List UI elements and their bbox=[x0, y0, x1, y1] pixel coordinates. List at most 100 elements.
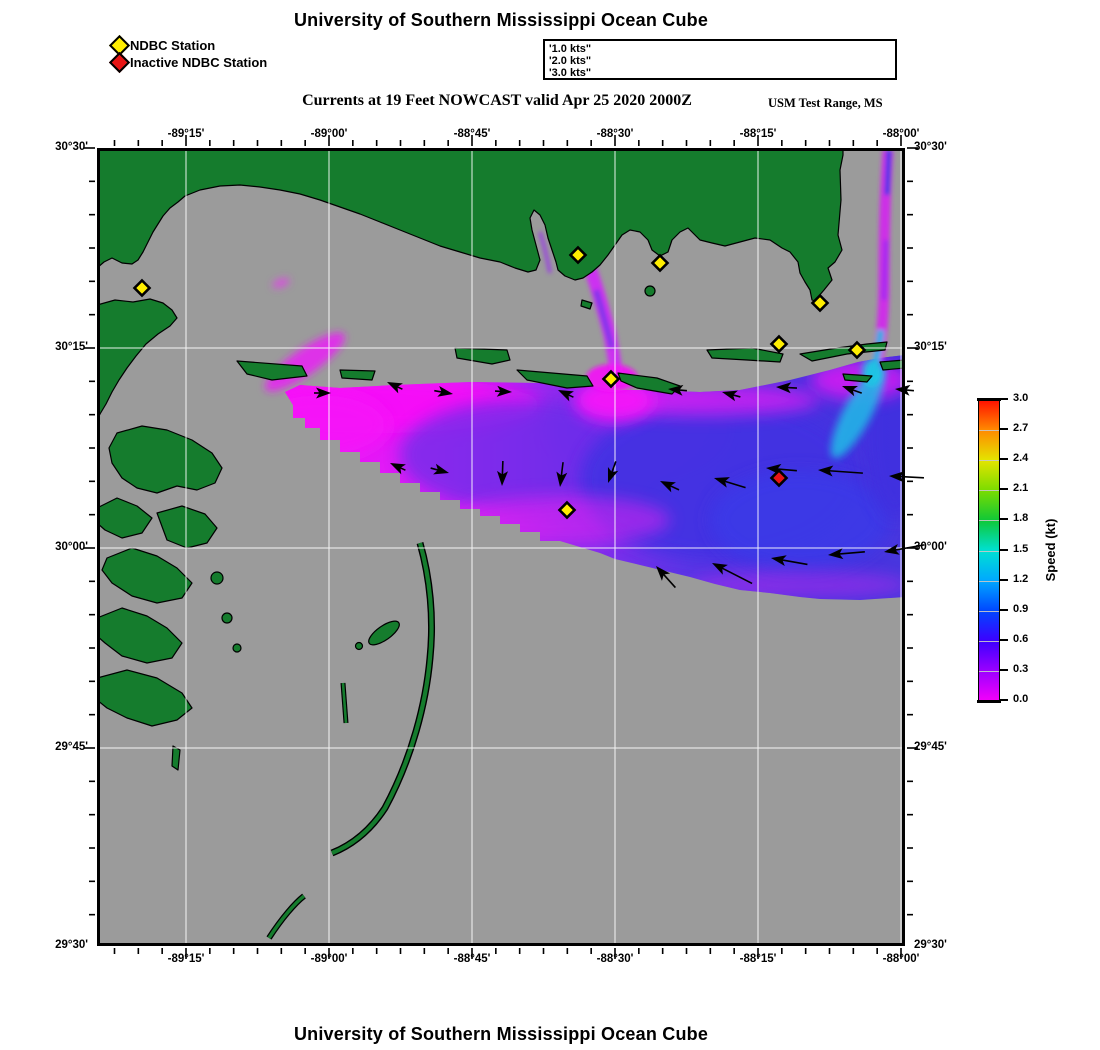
legend-label: NDBC Station bbox=[130, 38, 216, 53]
axis-label-lon-bottom: -89°00' bbox=[310, 953, 348, 965]
map-subtitle: Currents at 19 Feet NOWCAST valid Apr 25… bbox=[302, 92, 692, 109]
colorbar-tick-label: 1.5 bbox=[1013, 542, 1029, 555]
bay-islet bbox=[644, 285, 656, 297]
bay-islet bbox=[580, 299, 593, 310]
barrier-island bbox=[617, 372, 681, 395]
axis-label-lon-top: -88°45' bbox=[453, 128, 491, 140]
axis-label-lat-right: 30°15' bbox=[914, 341, 947, 353]
land-layer bbox=[97, 148, 905, 940]
marsh-islet bbox=[221, 612, 233, 624]
marsh-blob bbox=[108, 425, 223, 494]
current-arrow bbox=[712, 563, 753, 585]
colorbar-axis-label: Speed (kt) bbox=[1043, 518, 1058, 582]
current-arrow bbox=[434, 385, 453, 397]
marsh-islet bbox=[210, 571, 224, 585]
page-title: University of Southern Mississippi Ocean… bbox=[293, 10, 709, 30]
colorbar-tick-label: 2.4 bbox=[1013, 452, 1029, 465]
colorbar-tick-label: 3.0 bbox=[1013, 392, 1029, 404]
colorbar-tick bbox=[1000, 548, 1008, 551]
barrier-island bbox=[879, 359, 905, 371]
barrier-island bbox=[842, 373, 873, 383]
colorbar-tick bbox=[1000, 699, 1008, 701]
shore-strip bbox=[97, 298, 178, 421]
current-arrow bbox=[607, 461, 619, 483]
current-arrow bbox=[776, 382, 798, 394]
current-vectors bbox=[314, 382, 925, 589]
graticule bbox=[97, 148, 905, 946]
barrier-island bbox=[799, 341, 888, 362]
axis-label-lat-left: 30°15' bbox=[55, 341, 88, 353]
axis-label-lon-top: -88°00' bbox=[882, 128, 920, 140]
barrier-island bbox=[516, 369, 594, 389]
current-arrow bbox=[494, 385, 512, 397]
scale-label-2kt: '2.0 kts" bbox=[549, 55, 592, 67]
small-island bbox=[171, 745, 181, 771]
colorbar-tick bbox=[1000, 578, 1008, 581]
ndbc-station-marker bbox=[847, 340, 867, 360]
axis-label-lat-right: 30°30' bbox=[914, 141, 947, 153]
colorbar-tick bbox=[1000, 668, 1008, 671]
axis-label-lon-bottom: -88°15' bbox=[739, 953, 777, 965]
colorbar-tick-label: 1.2 bbox=[1013, 572, 1029, 585]
inactive-ndbc-station-marker bbox=[769, 468, 789, 488]
barrier-island bbox=[339, 369, 376, 381]
colorbar-tick-label: 0.0 bbox=[1013, 693, 1029, 705]
current-arrow bbox=[818, 465, 863, 477]
current-arrow bbox=[656, 566, 676, 589]
axis-label-lat-right: 30°00' bbox=[914, 541, 947, 553]
ndbc-station-marker bbox=[557, 500, 577, 520]
colorbar-gridline bbox=[979, 490, 999, 492]
ndbc-station-marker bbox=[132, 278, 152, 298]
current-arrow bbox=[390, 463, 406, 475]
marsh-blob bbox=[97, 669, 193, 727]
colorbar-tick bbox=[1000, 458, 1008, 461]
axis-label-lon-top: -88°30' bbox=[596, 128, 634, 140]
axis-label-lat-left: 30°00' bbox=[55, 541, 88, 553]
colorbar-tick bbox=[1000, 488, 1008, 491]
axis-ticks bbox=[84, 135, 918, 959]
marsh-blob bbox=[101, 547, 193, 604]
barrier-island bbox=[236, 360, 308, 381]
axis-label-lon-bottom: -89°15' bbox=[167, 953, 205, 965]
axis-label-lat-right: 29°30' bbox=[914, 939, 947, 951]
colorbar-tick bbox=[1000, 638, 1008, 641]
axis-label-lat-left: 30°30' bbox=[55, 141, 88, 153]
chandeleur-islands bbox=[266, 542, 436, 940]
axis-label-lat-right: 29°45' bbox=[914, 741, 947, 753]
colorbar-gridline bbox=[979, 550, 999, 552]
axis-label-lon-bottom: -88°45' bbox=[453, 953, 491, 965]
colorbar-tick-label: 0.6 bbox=[1013, 632, 1029, 645]
axis-label-lon-top: -89°15' bbox=[167, 128, 205, 140]
marsh-islet bbox=[232, 643, 242, 653]
legend-item-inactive-ndbc: Inactive NDBC Station bbox=[108, 51, 267, 74]
current-arrow bbox=[714, 477, 746, 489]
ndbc-station-marker bbox=[601, 369, 621, 389]
current-arrow bbox=[828, 548, 865, 560]
station-markers bbox=[132, 245, 867, 520]
colorbar-gridline bbox=[979, 670, 999, 672]
current-arrow bbox=[771, 555, 808, 567]
axis-label-lat-left: 29°30' bbox=[55, 939, 88, 951]
current-arrow bbox=[430, 463, 449, 475]
ndbc-station-marker bbox=[810, 293, 830, 313]
colorbar-gridline bbox=[979, 520, 999, 522]
colorbar-gridline bbox=[979, 430, 999, 432]
axis-label-lon-top: -88°15' bbox=[739, 128, 777, 140]
current-arrow bbox=[558, 390, 574, 402]
colorbar-tick-label: 2.7 bbox=[1013, 422, 1029, 435]
colorbar-gridline bbox=[979, 460, 999, 462]
colorbar-tick-label: 0.3 bbox=[1013, 662, 1029, 675]
colorbar-tick bbox=[1000, 428, 1008, 431]
colorbar-tick-label: 0.9 bbox=[1013, 602, 1029, 615]
ndbc-station-marker bbox=[769, 334, 789, 354]
colorbar-tick bbox=[1000, 518, 1008, 521]
scale-label-3kt: '3.0 kts" bbox=[549, 67, 592, 79]
current-arrow bbox=[660, 481, 680, 493]
colorbar-tick-label: 2.1 bbox=[1013, 482, 1029, 495]
colorbar-gridline bbox=[979, 640, 999, 642]
range-label: USM Test Range, MS bbox=[768, 96, 883, 110]
scale-label-1kt: '1.0 kts" bbox=[549, 43, 592, 55]
colorbar-gridline bbox=[979, 580, 999, 582]
mainland-coast bbox=[97, 148, 844, 304]
